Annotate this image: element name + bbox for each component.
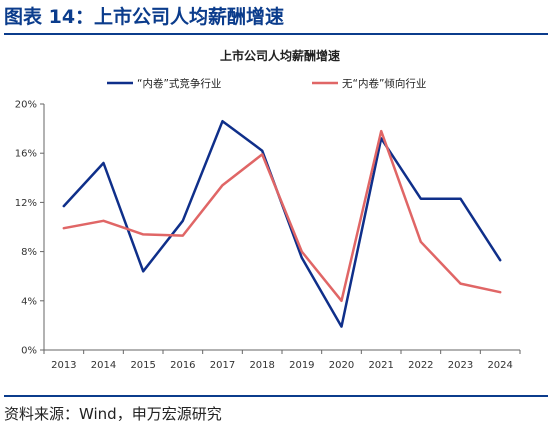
series-line-inner-competition — [62, 119, 502, 328]
legend-label-no-inner-competition: 无“内卷”倾向行业 — [342, 77, 426, 90]
legend: “内卷”式竞争行业 无“内卷”倾向行业 — [107, 77, 426, 90]
y-tick-label: 16% — [15, 149, 37, 160]
legend-label-inner-competition: “内卷”式竞争行业 — [137, 77, 221, 90]
x-tick-label: 2016 — [170, 360, 195, 371]
source-note: 资料来源：Wind，申万宏源研究 — [4, 405, 222, 423]
x-tick-label: 2021 — [368, 360, 393, 371]
y-tick-label: 0% — [21, 346, 37, 357]
x-tick-label: 2022 — [408, 360, 433, 371]
x-tick-label: 2018 — [249, 360, 274, 371]
y-tick-label: 4% — [21, 296, 37, 307]
x-tick-label: 2015 — [130, 360, 155, 371]
chart-title: 上市公司人均薪酬增速 — [220, 48, 340, 63]
figure-title: 图表 14：上市公司人均薪酬增速 — [4, 6, 285, 28]
x-tick-label: 2014 — [91, 360, 116, 371]
x-tick-label: 2024 — [487, 360, 512, 371]
source-divider — [4, 395, 548, 397]
y-tick-label: 12% — [15, 198, 37, 209]
y-tick-label: 8% — [21, 247, 37, 258]
x-tick-label: 2017 — [210, 360, 235, 371]
x-tick-label: 2020 — [329, 360, 354, 371]
y-tick-label: 20% — [15, 100, 37, 111]
x-tick-label: 2019 — [289, 360, 314, 371]
axes: 0% 4% 8% 12% 16% 20% 2013 2014 2015 2016 2017 2018 2… — [15, 100, 521, 371]
series-lines — [62, 119, 502, 328]
series-line-no-inner-competition — [62, 129, 502, 303]
x-tick-label: 2023 — [448, 360, 473, 371]
title-divider — [4, 33, 548, 35]
x-tick-label: 2013 — [51, 360, 76, 371]
